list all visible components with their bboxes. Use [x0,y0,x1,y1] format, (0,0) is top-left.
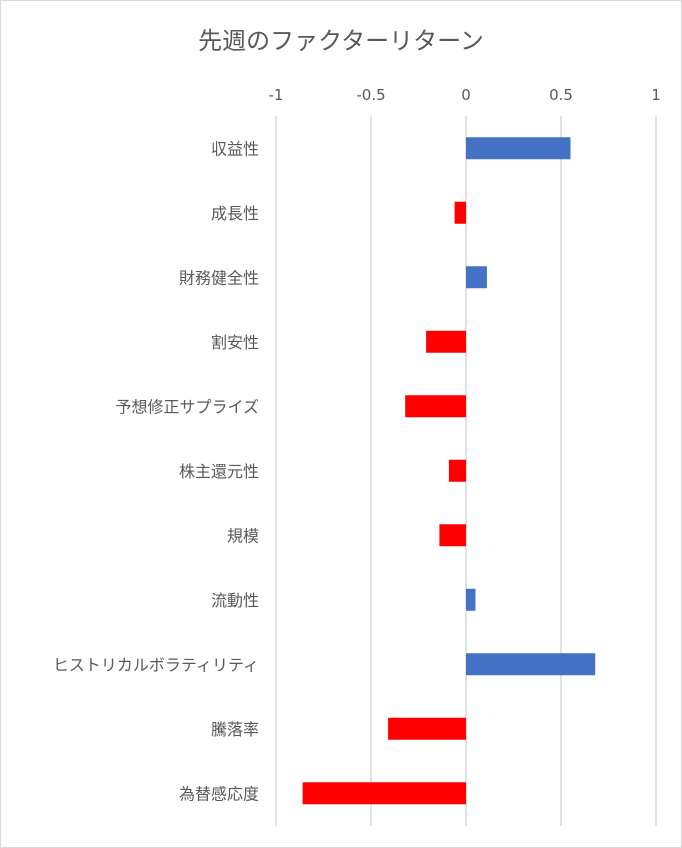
category-label: 為替感応度 [179,784,259,803]
category-label: 流動性 [211,591,259,610]
x-tick-label: 1 [651,86,661,104]
bar [466,266,487,289]
bar [466,588,476,611]
bar [426,330,466,353]
bar [439,524,466,547]
bar [405,395,466,418]
x-tick-label: -1 [269,86,284,104]
bar [466,653,596,676]
category-label: ヒストリカルボラティリティ [53,655,259,674]
bar [466,137,571,160]
bar [388,717,466,740]
category-label: 収益性 [211,139,259,158]
bar [448,459,466,482]
category-label: 割安性 [211,333,259,352]
x-tick-label: -0.5 [356,86,385,104]
chart-title: 先週のファクターリターン [198,27,484,55]
category-label: 成長性 [211,204,259,223]
category-label: 財務健全性 [179,268,259,287]
category-label: 株主還元性 [179,462,259,481]
x-tick-label: 0 [461,86,471,104]
category-label: 騰落率 [211,720,259,739]
category-label: 予想修正サプライズ [115,397,259,416]
bar [302,782,466,805]
x-tick-label: 0.5 [549,86,573,104]
bar [454,201,466,224]
category-label: 規模 [227,526,259,545]
